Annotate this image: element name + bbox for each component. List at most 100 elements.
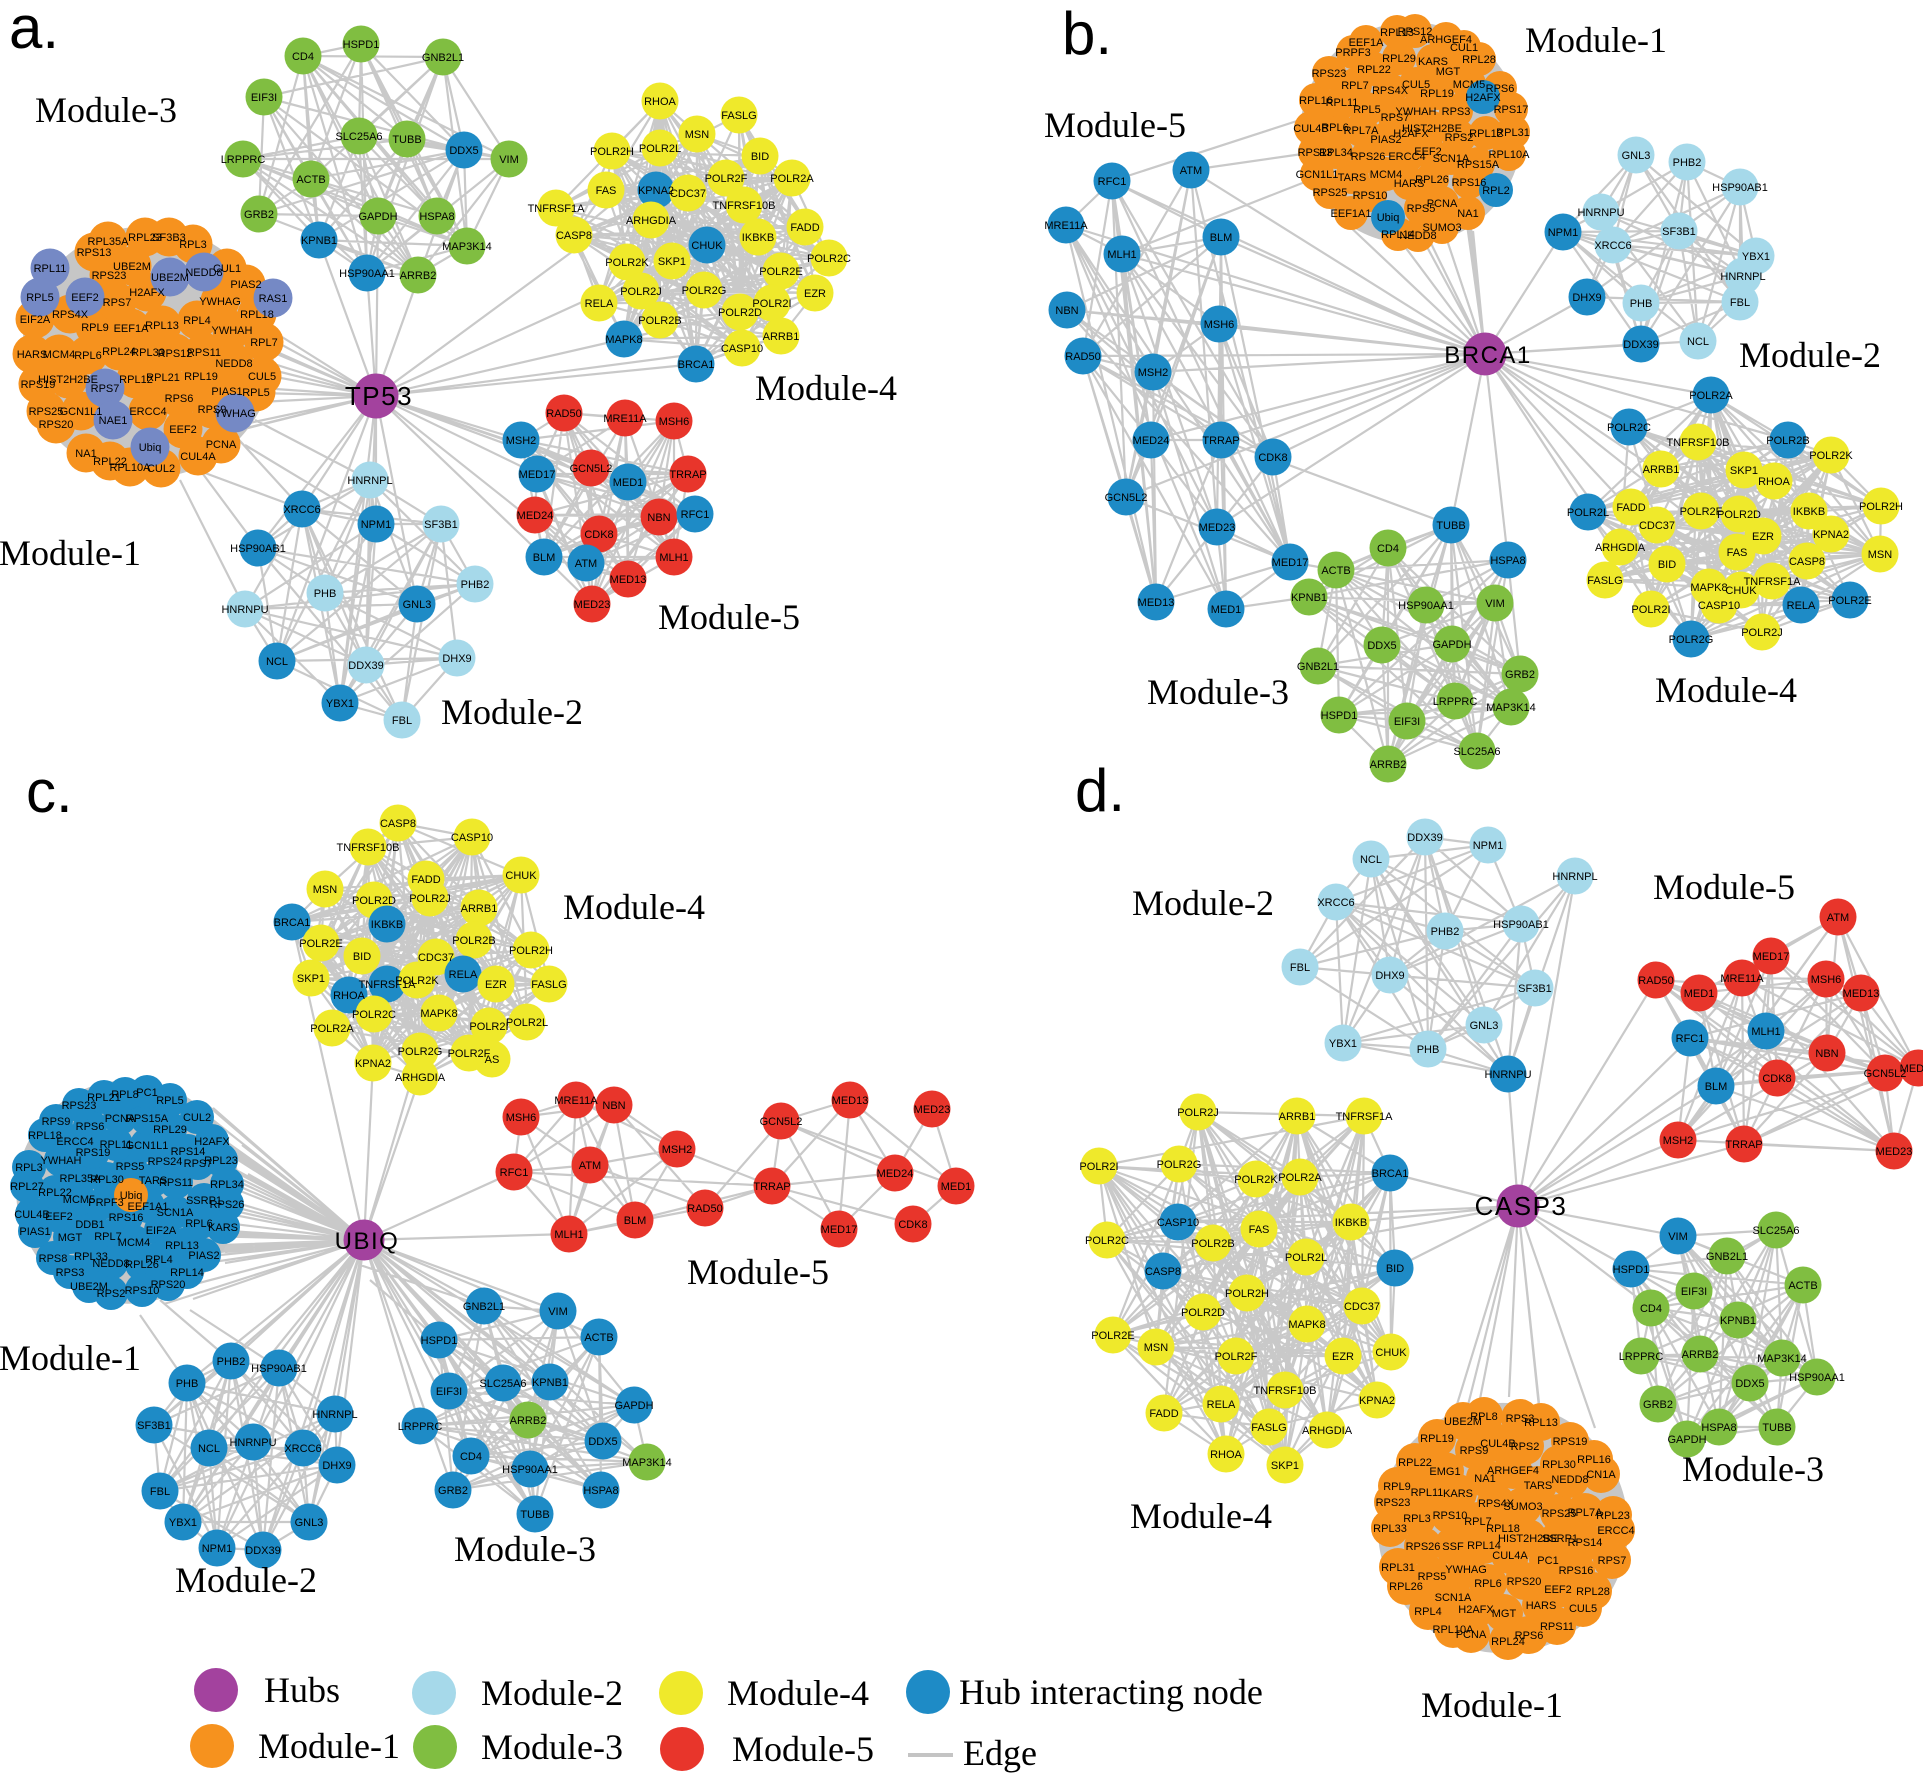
svg-text:HNRNPL: HNRNPL xyxy=(312,1409,357,1421)
svg-text:RPS6: RPS6 xyxy=(1486,83,1515,95)
svg-text:MED24: MED24 xyxy=(1133,435,1170,447)
svg-text:RPL31: RPL31 xyxy=(1381,1562,1415,1574)
svg-text:RPS5: RPS5 xyxy=(116,1161,145,1173)
svg-text:POLR2I: POLR2I xyxy=(752,298,791,310)
svg-text:NCL: NCL xyxy=(266,656,288,668)
svg-text:Module-4: Module-4 xyxy=(1655,670,1797,710)
svg-text:RPL18: RPL18 xyxy=(240,309,274,321)
svg-text:HNRNPU: HNRNPU xyxy=(1484,1069,1531,1081)
svg-text:CD4: CD4 xyxy=(1377,543,1399,555)
svg-text:RPL3: RPL3 xyxy=(15,1162,43,1174)
svg-text:HNRNPL: HNRNPL xyxy=(1720,271,1765,283)
svg-text:MAPK8: MAPK8 xyxy=(420,1008,457,1020)
svg-text:RPL10A: RPL10A xyxy=(1433,1624,1475,1636)
svg-text:PC1: PC1 xyxy=(136,1087,157,1099)
svg-text:NEDD8: NEDD8 xyxy=(1399,230,1436,242)
svg-text:MAPK8: MAPK8 xyxy=(1690,582,1727,594)
svg-text:SSRP1: SSRP1 xyxy=(1542,1533,1578,1545)
svg-text:MED17: MED17 xyxy=(821,1224,858,1236)
svg-text:XRCC6: XRCC6 xyxy=(283,504,320,516)
svg-text:DDX39: DDX39 xyxy=(1623,339,1658,351)
svg-text:CDC37: CDC37 xyxy=(1639,520,1675,532)
svg-text:MSH6: MSH6 xyxy=(1204,319,1235,331)
svg-text:RELA: RELA xyxy=(585,298,614,310)
svg-text:TNFRSF10B: TNFRSF10B xyxy=(1254,1385,1317,1397)
svg-text:RPL33: RPL33 xyxy=(74,1251,108,1263)
svg-text:KPNB1: KPNB1 xyxy=(301,235,337,247)
svg-text:MLH1: MLH1 xyxy=(659,552,688,564)
svg-text:EIF2A: EIF2A xyxy=(146,1225,177,1237)
svg-text:RPL13: RPL13 xyxy=(165,1240,199,1252)
svg-text:MSH2: MSH2 xyxy=(1663,1135,1694,1147)
svg-text:MED23: MED23 xyxy=(1199,522,1236,534)
svg-text:TP53: TP53 xyxy=(345,381,413,411)
svg-text:KPNA2: KPNA2 xyxy=(355,1058,391,1070)
svg-text:CHUK: CHUK xyxy=(1375,1347,1407,1359)
svg-text:EZR: EZR xyxy=(804,288,826,300)
svg-text:GNB2L1: GNB2L1 xyxy=(1706,1251,1748,1263)
svg-text:ARRB1: ARRB1 xyxy=(1643,464,1680,476)
svg-text:UBE2M: UBE2M xyxy=(1444,1416,1482,1428)
svg-text:POLR2I: POLR2I xyxy=(1079,1161,1118,1173)
svg-text:RPS25: RPS25 xyxy=(1542,1508,1577,1520)
svg-text:Ubiq: Ubiq xyxy=(139,442,162,454)
svg-text:SKP1: SKP1 xyxy=(658,256,686,268)
svg-text:HNRNPU: HNRNPU xyxy=(229,1437,276,1449)
svg-text:KPNB1: KPNB1 xyxy=(1720,1315,1756,1327)
svg-text:SSF: SSF xyxy=(1442,1541,1464,1553)
svg-text:RPS19: RPS19 xyxy=(76,1147,111,1159)
svg-text:POLR2A: POLR2A xyxy=(1689,390,1733,402)
svg-text:RPL6: RPL6 xyxy=(74,350,102,362)
svg-text:DDX39: DDX39 xyxy=(245,1545,280,1557)
svg-text:SKP1: SKP1 xyxy=(1271,1460,1299,1472)
svg-text:MSH6: MSH6 xyxy=(659,416,690,428)
svg-text:POLR2A: POLR2A xyxy=(1278,1172,1322,1184)
svg-text:RPL22: RPL22 xyxy=(38,1187,72,1199)
svg-text:HSP90AA1: HSP90AA1 xyxy=(502,1464,558,1476)
svg-text:PHB: PHB xyxy=(176,1378,199,1390)
svg-text:MLH1: MLH1 xyxy=(554,1229,583,1241)
svg-text:ACTB: ACTB xyxy=(1321,565,1350,577)
svg-text:KARS: KARS xyxy=(1418,56,1448,68)
svg-text:Hubs: Hubs xyxy=(264,1670,340,1710)
svg-text:SLC25A6: SLC25A6 xyxy=(1752,1225,1799,1237)
svg-text:CUL1: CUL1 xyxy=(213,263,241,275)
svg-text:POLR2D: POLR2D xyxy=(1717,509,1761,521)
svg-text:SF3B1: SF3B1 xyxy=(424,519,458,531)
svg-text:RPS13: RPS13 xyxy=(77,247,112,259)
svg-text:RPL23: RPL23 xyxy=(1596,1510,1630,1522)
svg-text:Module-3: Module-3 xyxy=(454,1529,596,1569)
svg-text:KPNA2: KPNA2 xyxy=(1359,1395,1395,1407)
svg-text:Module-3: Module-3 xyxy=(1682,1449,1824,1489)
svg-text:GNB2L1: GNB2L1 xyxy=(1297,661,1339,673)
svg-text:XRCC6: XRCC6 xyxy=(1317,897,1354,909)
svg-text:MSH2: MSH2 xyxy=(1138,367,1169,379)
svg-text:RPS7: RPS7 xyxy=(91,383,120,395)
svg-text:ARRB2: ARRB2 xyxy=(1370,759,1407,771)
svg-text:CUL4B: CUL4B xyxy=(14,1209,49,1221)
svg-text:POLR2L: POLR2L xyxy=(639,143,681,155)
svg-text:FAS: FAS xyxy=(1727,547,1748,559)
svg-text:MCM4: MCM4 xyxy=(1370,169,1402,181)
svg-text:RPL7: RPL7 xyxy=(94,1231,122,1243)
svg-text:HSPA8: HSPA8 xyxy=(1701,1422,1736,1434)
svg-text:CASP8: CASP8 xyxy=(1789,556,1825,568)
svg-text:ATM: ATM xyxy=(575,558,597,570)
svg-text:RPS19: RPS19 xyxy=(21,379,56,391)
svg-text:POLR2G: POLR2G xyxy=(1669,634,1714,646)
svg-text:POLR2H: POLR2H xyxy=(1225,1288,1269,1300)
svg-text:MSH2: MSH2 xyxy=(506,435,537,447)
svg-text:TNFRSF1A: TNFRSF1A xyxy=(1744,576,1802,588)
svg-text:POLR2K: POLR2K xyxy=(395,975,439,987)
svg-text:b.: b. xyxy=(1062,0,1112,67)
svg-text:RPS4X: RPS4X xyxy=(1478,1498,1515,1510)
svg-text:NAE1: NAE1 xyxy=(99,415,128,427)
svg-text:EEF2: EEF2 xyxy=(1414,146,1442,158)
svg-text:CN1A: CN1A xyxy=(1586,1469,1616,1481)
svg-text:MAP3K14: MAP3K14 xyxy=(1486,702,1536,714)
svg-text:MRE11A: MRE11A xyxy=(554,1095,598,1107)
svg-text:POLR2C: POLR2C xyxy=(1607,422,1651,434)
svg-text:POLR2F: POLR2F xyxy=(705,173,748,185)
svg-text:ERCC4: ERCC4 xyxy=(56,1136,93,1148)
svg-text:GRB2: GRB2 xyxy=(1643,1399,1673,1411)
